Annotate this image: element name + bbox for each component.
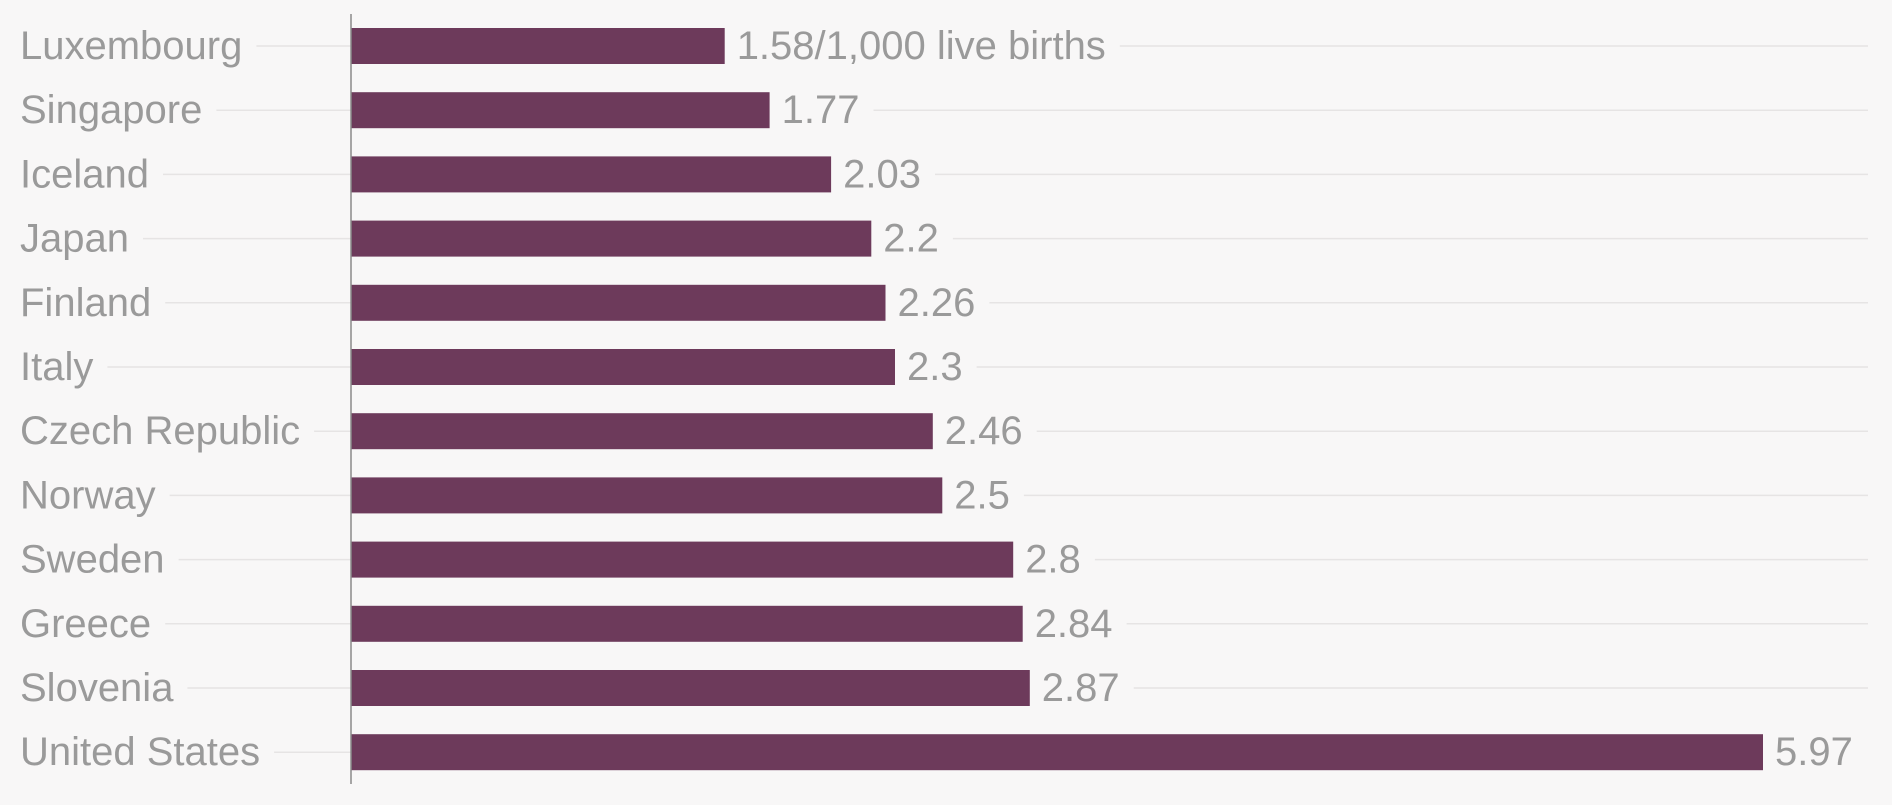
category-label-united-states: United States [20, 730, 260, 774]
bar-slovenia [351, 670, 1030, 706]
bars [351, 28, 1763, 771]
category-label-iceland: Iceland [20, 152, 149, 196]
category-label-greece: Greece [20, 602, 151, 646]
category-labels: Luxembourg Singapore Iceland Japan Finland It… [20, 24, 300, 774]
value-label-sweden: 2.8 [1025, 538, 1081, 582]
bar-norway [351, 477, 943, 514]
bar-japan [351, 220, 872, 257]
category-label-luxembourg: Luxembourg [20, 24, 242, 68]
bar-greece [351, 605, 1023, 642]
category-label-czech-republic: Czech Republic [20, 409, 300, 453]
bar-united-states [351, 734, 1763, 771]
bar-italy [351, 349, 895, 385]
gridlines [107, 45, 1868, 753]
category-label-singapore: Singapore [20, 88, 202, 132]
category-label-italy: Italy [20, 345, 93, 389]
category-label-japan: Japan [20, 217, 129, 261]
value-labels: 1.58/1,000 live births 1.77 2.03 2.2 2.26 2.3… [737, 24, 1853, 774]
value-label-luxembourg: 1.58/1,000 live births [737, 24, 1106, 68]
bar-luxembourg [351, 28, 725, 64]
value-label-finland: 2.26 [898, 281, 976, 325]
bar-czech-republic [351, 413, 933, 450]
value-label-japan: 2.2 [883, 217, 939, 261]
value-label-greece: 2.84 [1035, 602, 1113, 646]
category-label-sweden: Sweden [20, 538, 165, 582]
category-label-norway: Norway [20, 473, 156, 517]
bar-singapore [351, 92, 770, 129]
category-label-slovenia: Slovenia [20, 666, 174, 710]
value-label-singapore: 1.77 [782, 88, 860, 132]
bar-finland [351, 284, 886, 321]
value-label-iceland: 2.03 [843, 152, 921, 196]
bar-iceland [351, 156, 832, 193]
value-label-slovenia: 2.87 [1042, 666, 1120, 710]
value-label-united-states: 5.97 [1775, 730, 1853, 774]
category-label-finland: Finland [20, 281, 151, 325]
value-label-italy: 2.3 [907, 345, 963, 389]
bar-sweden [351, 541, 1014, 578]
value-label-czech-republic: 2.46 [945, 409, 1023, 453]
value-label-norway: 2.5 [954, 473, 1010, 517]
